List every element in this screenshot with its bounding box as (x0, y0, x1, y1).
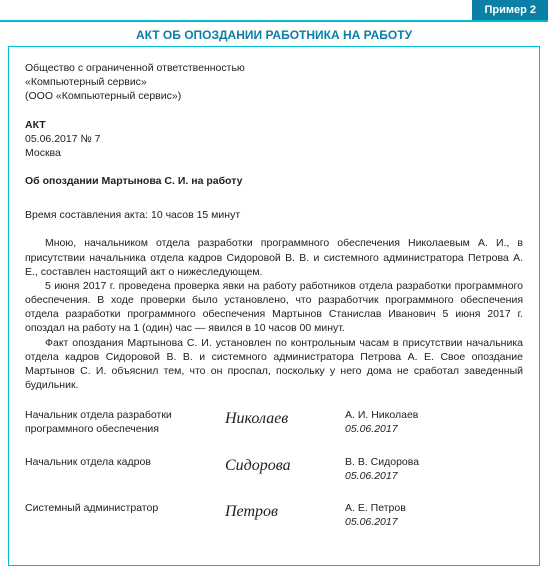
time-line: Время составления акта: 10 часов 15 мину… (25, 208, 523, 222)
sig-name: В. В. Сидорова (345, 455, 523, 469)
signatures-block: Начальник отдела разработки программного… (25, 408, 523, 529)
sig-date: 05.06.2017 (345, 422, 523, 436)
sig-name-date: В. В. Сидорова 05.06.2017 (345, 455, 523, 483)
org-line-3: (ООО «Компьютерный сервис») (25, 89, 523, 103)
sig-handwriting: Сидорова (225, 455, 345, 477)
sig-role: Начальник отдела разработки программного… (25, 408, 225, 436)
paragraph-3: Факт опоздания Мартынова С. И. установле… (25, 336, 523, 393)
sig-role-line1: Системный администратор (25, 501, 225, 515)
akt-date-number: 05.06.2017 № 7 (25, 132, 523, 146)
sig-handwriting: Петров (225, 501, 345, 523)
organization-block: Общество с ограниченной ответственностью… (25, 61, 523, 104)
sig-role-line1: Начальник отдела разработки (25, 408, 225, 422)
org-line-2: «Компьютерный сервис» (25, 75, 523, 89)
paragraph-2: 5 июня 2017 г. проведена проверка явки н… (25, 279, 523, 336)
akt-label: АКТ (25, 118, 523, 132)
akt-city: Москва (25, 146, 523, 160)
signature-row: Начальник отдела кадров Сидорова В. В. С… (25, 455, 523, 483)
sig-role-line2: программного обеспечения (25, 422, 225, 436)
sig-date: 05.06.2017 (345, 515, 523, 529)
sig-name-date: А. Е. Петров 05.06.2017 (345, 501, 523, 529)
sig-role: Системный администратор (25, 501, 225, 515)
sig-date: 05.06.2017 (345, 469, 523, 483)
body-text: Мною, начальником отдела разработки прог… (25, 236, 523, 392)
sig-handwriting: Николаев (225, 408, 345, 430)
sig-name-date: А. И. Николаев 05.06.2017 (345, 408, 523, 436)
org-line-1: Общество с ограниченной ответственностью (25, 61, 523, 75)
doc-title: АКТ ОБ ОПОЗДАНИИ РАБОТНИКА НА РАБОТУ (0, 20, 548, 46)
signature-row: Начальник отдела разработки программного… (25, 408, 523, 436)
sig-name: А. И. Николаев (345, 408, 523, 422)
example-tab: Пример 2 (472, 0, 548, 20)
signature-row: Системный администратор Петров А. Е. Пет… (25, 501, 523, 529)
akt-header: АКТ 05.06.2017 № 7 Москва (25, 118, 523, 161)
sig-role-line1: Начальник отдела кадров (25, 455, 225, 469)
sig-role: Начальник отдела кадров (25, 455, 225, 469)
subject-line: Об опоздании Мартынова С. И. на работу (25, 174, 523, 188)
paragraph-1: Мною, начальником отдела разработки прог… (25, 236, 523, 279)
document-body: Общество с ограниченной ответственностью… (8, 46, 540, 566)
sig-name: А. Е. Петров (345, 501, 523, 515)
